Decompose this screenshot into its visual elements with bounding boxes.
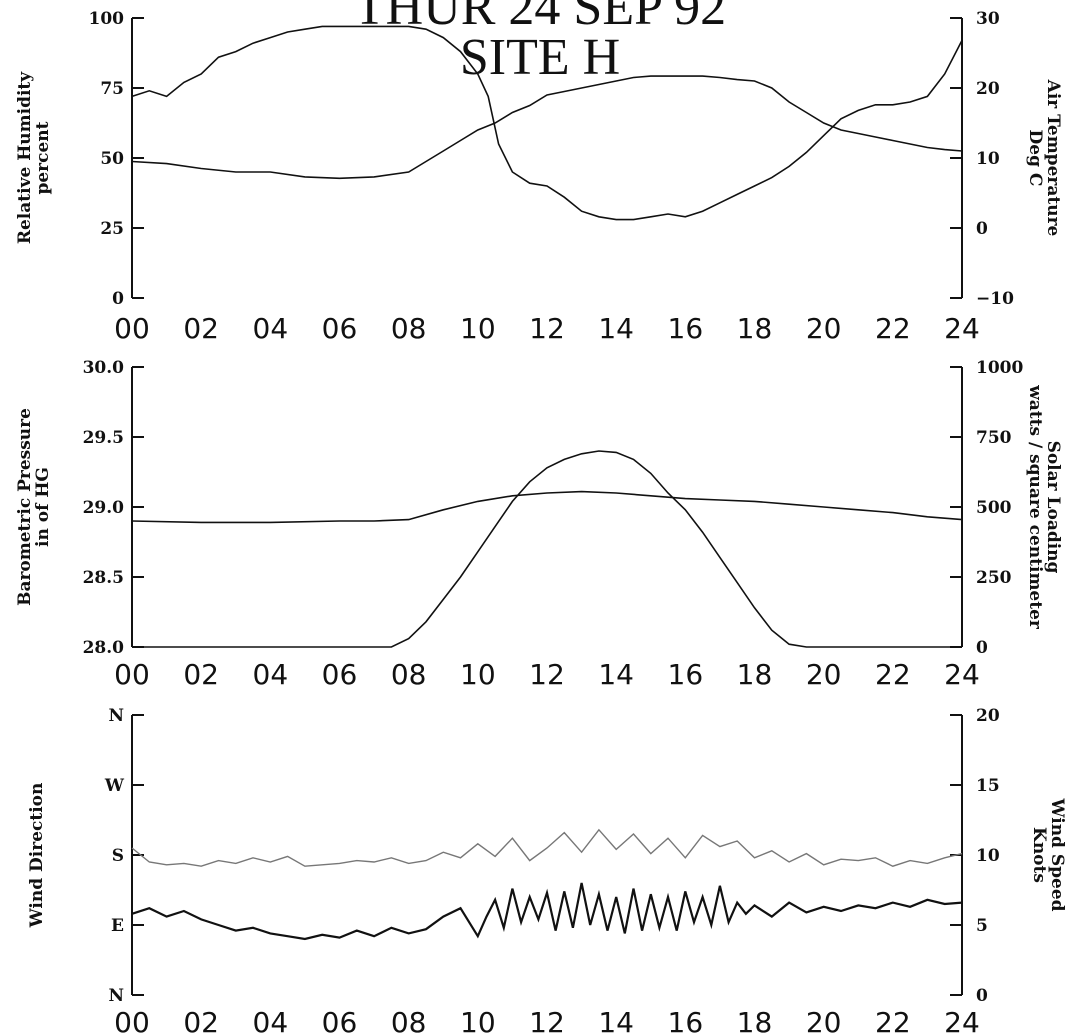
series-line-1-1 [131,25,963,221]
x-tick-label: 02 [183,658,219,691]
left-tick-label: 25 [100,219,124,239]
x-tick-label: 20 [806,1006,842,1036]
left-tick-label: S [112,846,124,866]
x-tick-label: 00 [114,1006,150,1036]
left-tick-label: N [108,706,124,726]
x-tick-label: 04 [253,1006,289,1036]
left-axis-title-line: Relative Humidity [15,71,35,244]
x-tick-label: 08 [391,658,427,691]
x-tick-label: 04 [253,658,289,691]
x-tick-label: 08 [391,312,427,345]
x-tick-label: 12 [529,658,565,691]
x-tick-label: 20 [806,312,842,345]
x-tick-label: 04 [253,312,289,345]
series-line-2-1 [131,490,963,524]
x-tick-label: 10 [460,658,496,691]
right-axis-title-line: Wind Speed [1047,797,1067,911]
right-tick-label: 0 [976,986,988,1006]
chart-title: THUR 24 SEP 92 [354,0,726,36]
right-axis-title: Solar Loadingwatts / square centimeter [1025,384,1063,630]
right-tick-label: 10 [976,846,1000,866]
x-tick-label: 16 [668,1006,704,1036]
x-tick-label: 14 [598,658,634,691]
x-tick-label: 22 [875,658,911,691]
left-axis-title-line: Barometric Pressure [15,408,35,606]
chart-subtitle: SITE H [460,29,620,86]
right-tick-label: 500 [976,498,1012,518]
right-tick-label: 250 [976,568,1012,588]
right-tick-label: 20 [976,706,1000,726]
right-axis-title-line: Air Temperature [1043,79,1063,237]
x-tick-label: 18 [737,312,773,345]
right-tick-label: −10 [976,289,1014,309]
x-tick-label: 06 [322,1006,358,1036]
left-tick-label: 29.0 [83,498,125,518]
x-tick-label: 22 [875,312,911,345]
x-tick-label: 12 [529,312,565,345]
x-tick-label: 08 [391,1006,427,1036]
x-tick-label: 06 [322,312,358,345]
chart-panel-1: 0 25 50 75 100 −10 0 10 20 30 00 02 04 06 08 10 12 14 16 18… [15,9,1063,345]
right-axis-title-line: watts / square centimeter [1025,384,1045,630]
left-axis-title: Wind Direction [27,783,47,929]
x-tick-label: 12 [529,1006,565,1036]
left-axis-title-line: percent [33,121,53,194]
left-tick-label: 28.0 [83,638,125,658]
x-tick-label: 24 [944,312,980,345]
x-tick-label: 22 [875,1006,911,1036]
x-tick-label: 16 [668,312,704,345]
right-tick-label: 0 [976,219,988,239]
series-line-1-2 [131,75,963,180]
chart-panel-3: N E S W N 0 5 10 15 20 00 02 04 06 08 10 12 14 16 18 20 22 24 W… [27,706,1067,1036]
x-tick-label: 16 [668,658,704,691]
left-tick-label: W [104,776,125,796]
right-tick-label: 10 [976,149,1000,169]
right-tick-label: 20 [976,79,1000,99]
right-axis-title: Air TemperatureDeg C [1025,79,1063,237]
x-tick-label: 10 [460,312,496,345]
right-tick-label: 750 [976,428,1012,448]
left-axis-title-line: in of HG [33,467,53,547]
series-line-3-1 [131,828,963,867]
x-tick-label: 02 [183,312,219,345]
x-tick-label: 24 [944,1006,980,1036]
right-tick-label: 5 [976,916,988,936]
right-tick-label: 0 [976,638,988,658]
left-axis-title: Relative Humiditypercent [15,71,53,244]
left-tick-label: 28.5 [83,568,124,588]
right-tick-label: 1000 [976,358,1023,378]
series-line-3-2 [131,882,963,941]
left-tick-label: 29.5 [83,428,124,448]
x-tick-label: 06 [322,658,358,691]
series-line-2-2 [132,450,962,648]
x-tick-label: 00 [114,658,150,691]
x-tick-label: 10 [460,1006,496,1036]
x-tick-label: 18 [737,658,773,691]
chart-panel-2: 28.0 28.5 29.0 29.5 30.0 0 250 500 750 1000 00 02 04… [15,358,1063,691]
left-tick-label: 30.0 [83,358,125,378]
x-tick-label: 20 [806,658,842,691]
right-axis-title-line: Solar Loading [1043,441,1063,574]
left-tick-label: 0 [112,289,124,309]
left-axis-title-line: Wind Direction [27,783,47,929]
left-tick-label: 50 [100,149,124,169]
right-axis-title: Wind SpeedKnots [1029,797,1067,911]
x-tick-label: 14 [598,1006,634,1036]
left-tick-label: N [108,986,124,1006]
left-axis-title: Barometric Pressurein of HG [15,408,53,606]
left-tick-label: 100 [89,9,125,29]
x-tick-label: 18 [737,1006,773,1036]
right-tick-label: 30 [976,9,1000,29]
right-axis-title-line: Knots [1029,827,1049,883]
x-tick-label: 14 [598,312,634,345]
right-tick-label: 15 [976,776,1000,796]
left-tick-label: E [111,916,124,936]
x-tick-label: 02 [183,1006,219,1036]
right-axis-title-line: Deg C [1025,130,1045,187]
x-tick-label: 24 [944,658,980,691]
left-tick-label: 75 [100,79,124,99]
x-tick-label: 00 [114,312,150,345]
